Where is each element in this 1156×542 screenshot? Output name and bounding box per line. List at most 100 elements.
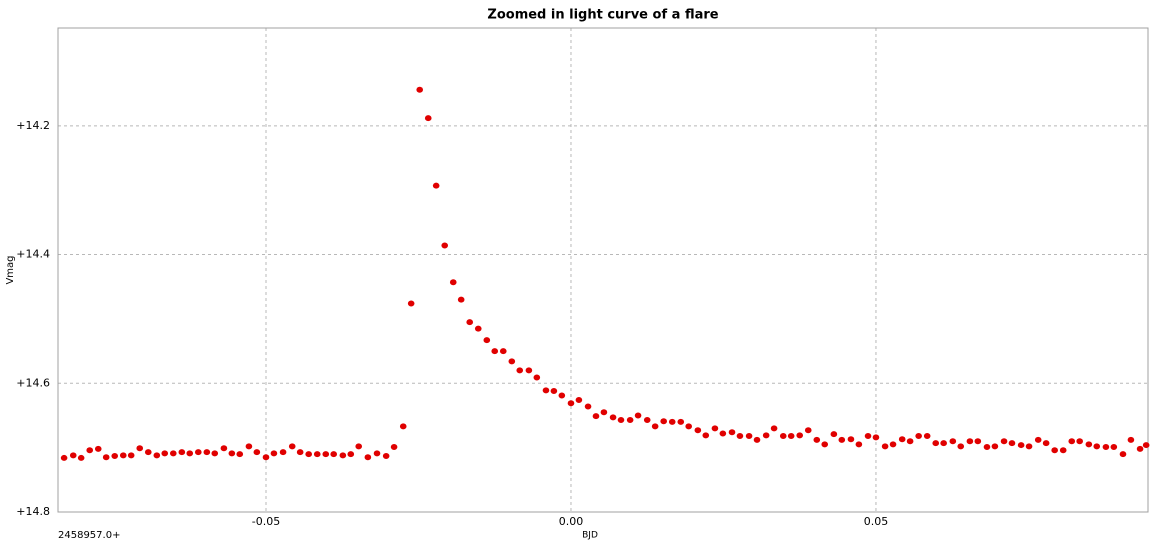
data-point <box>474 325 482 332</box>
data-point <box>127 452 135 459</box>
y-tick-label: +14.8 <box>16 505 50 518</box>
data-point <box>906 438 914 445</box>
x-tick-label: 0.05 <box>864 515 889 528</box>
data-point <box>728 429 736 436</box>
data-point <box>923 433 931 440</box>
data-point <box>466 319 474 326</box>
data-point <box>364 454 372 461</box>
data-point <box>424 115 432 122</box>
data-point <box>457 296 465 303</box>
data-point <box>211 450 219 457</box>
data-point <box>881 443 889 450</box>
x-tick-label: 0.00 <box>559 515 584 528</box>
y-axis-label: Vmag <box>5 255 16 284</box>
data-point <box>533 374 541 381</box>
data-point <box>898 436 906 443</box>
data-point <box>847 436 855 443</box>
data-point <box>864 433 872 440</box>
data-point <box>1042 440 1050 447</box>
data-point <box>516 367 524 374</box>
data-point <box>889 441 897 448</box>
data-point <box>119 452 127 459</box>
data-point <box>1000 438 1008 445</box>
data-point <box>1051 447 1058 454</box>
data-point <box>1076 438 1083 445</box>
data-point <box>745 433 753 440</box>
data-point <box>1085 441 1093 448</box>
data-point <box>270 450 278 457</box>
data-point <box>313 451 321 458</box>
data-point <box>77 454 85 461</box>
data-point <box>567 400 575 407</box>
data-point <box>94 445 102 452</box>
data-point <box>1008 440 1016 447</box>
data-point <box>600 409 608 416</box>
data-point <box>915 433 922 440</box>
data-point <box>86 447 94 454</box>
data-point <box>169 450 177 457</box>
data-point <box>1119 451 1127 458</box>
data-point <box>719 430 727 437</box>
data-point <box>813 436 821 443</box>
data-point <box>253 449 261 456</box>
plot-frame <box>57 27 1149 513</box>
data-point <box>796 432 804 439</box>
data-point <box>804 427 812 434</box>
data-point <box>194 449 202 456</box>
data-point <box>339 452 347 459</box>
data-point <box>228 450 236 457</box>
x-axis-label: BJD <box>582 531 598 541</box>
data-point <box>932 440 940 447</box>
data-point <box>991 443 999 450</box>
data-point <box>441 242 449 249</box>
data-point <box>609 414 617 421</box>
data-point <box>830 431 838 438</box>
data-point <box>186 450 194 457</box>
data-point <box>347 451 355 458</box>
data-point <box>677 418 685 425</box>
data-point <box>821 441 829 448</box>
data-point <box>355 443 363 450</box>
data-point <box>288 443 296 450</box>
data-point <box>542 387 550 394</box>
data-point <box>1059 447 1067 454</box>
data-point <box>957 443 965 450</box>
data-point <box>245 443 253 450</box>
data-point <box>949 438 957 445</box>
data-point <box>838 436 846 443</box>
data-point <box>660 418 667 425</box>
data-point <box>983 443 991 450</box>
data-point <box>575 397 583 404</box>
x-tick-label: -0.05 <box>252 515 280 528</box>
data-point <box>966 438 974 445</box>
data-point <box>399 423 407 430</box>
data-point <box>236 451 244 458</box>
data-point <box>558 392 566 399</box>
data-point <box>161 450 169 457</box>
data-point <box>407 300 415 307</box>
data-point <box>111 453 119 460</box>
y-tick-label: +14.2 <box>16 119 50 132</box>
data-point <box>1102 443 1110 450</box>
data-point <box>330 451 338 458</box>
data-point <box>382 453 390 460</box>
y-tick-label: +14.6 <box>16 376 50 389</box>
data-point <box>753 436 761 443</box>
data-point <box>483 337 491 344</box>
data-point <box>1127 436 1135 443</box>
data-point <box>1093 443 1101 450</box>
data-point <box>416 86 424 93</box>
data-point <box>144 449 152 456</box>
data-point <box>617 416 625 423</box>
data-point <box>1025 443 1033 450</box>
data-point <box>178 449 186 456</box>
data-point <box>491 348 499 355</box>
data-point <box>694 427 702 434</box>
data-point <box>779 433 787 440</box>
data-point <box>592 413 600 420</box>
data-point <box>220 445 228 452</box>
data-point <box>322 451 330 458</box>
data-point <box>685 423 692 430</box>
